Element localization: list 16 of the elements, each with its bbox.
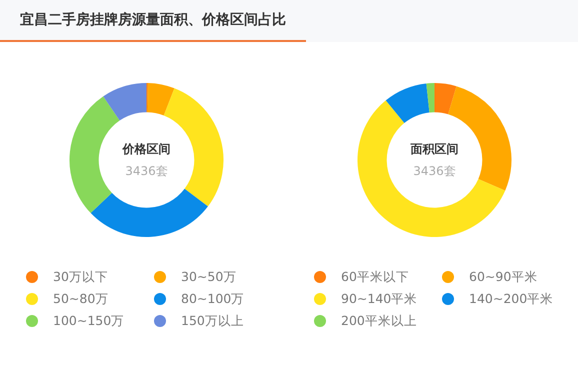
legend-label: 60~90平米 [469,268,538,286]
legend-label: 140~200平米 [469,290,554,308]
legend-label: 150万以上 [181,312,244,330]
text: 宜昌二手房挂牌房源量面积、价格区间占比 [20,11,286,29]
text: 价格区间 [122,142,170,156]
legend-label: 100~150万 [53,312,124,330]
text: 3436套 [125,164,168,178]
text: 面积区间 [410,142,458,156]
legend-label: 30万以下 [53,268,108,286]
legend-label: 200平米以上 [341,312,417,330]
text: 3436套 [413,164,456,178]
legend-label: 80~100万 [181,290,244,308]
legend-label: 50~80万 [53,290,108,308]
legend-label: 60平米以下 [341,268,409,286]
legend-label: 30~50万 [181,268,236,286]
legend-label: 90~140平米 [341,290,418,308]
